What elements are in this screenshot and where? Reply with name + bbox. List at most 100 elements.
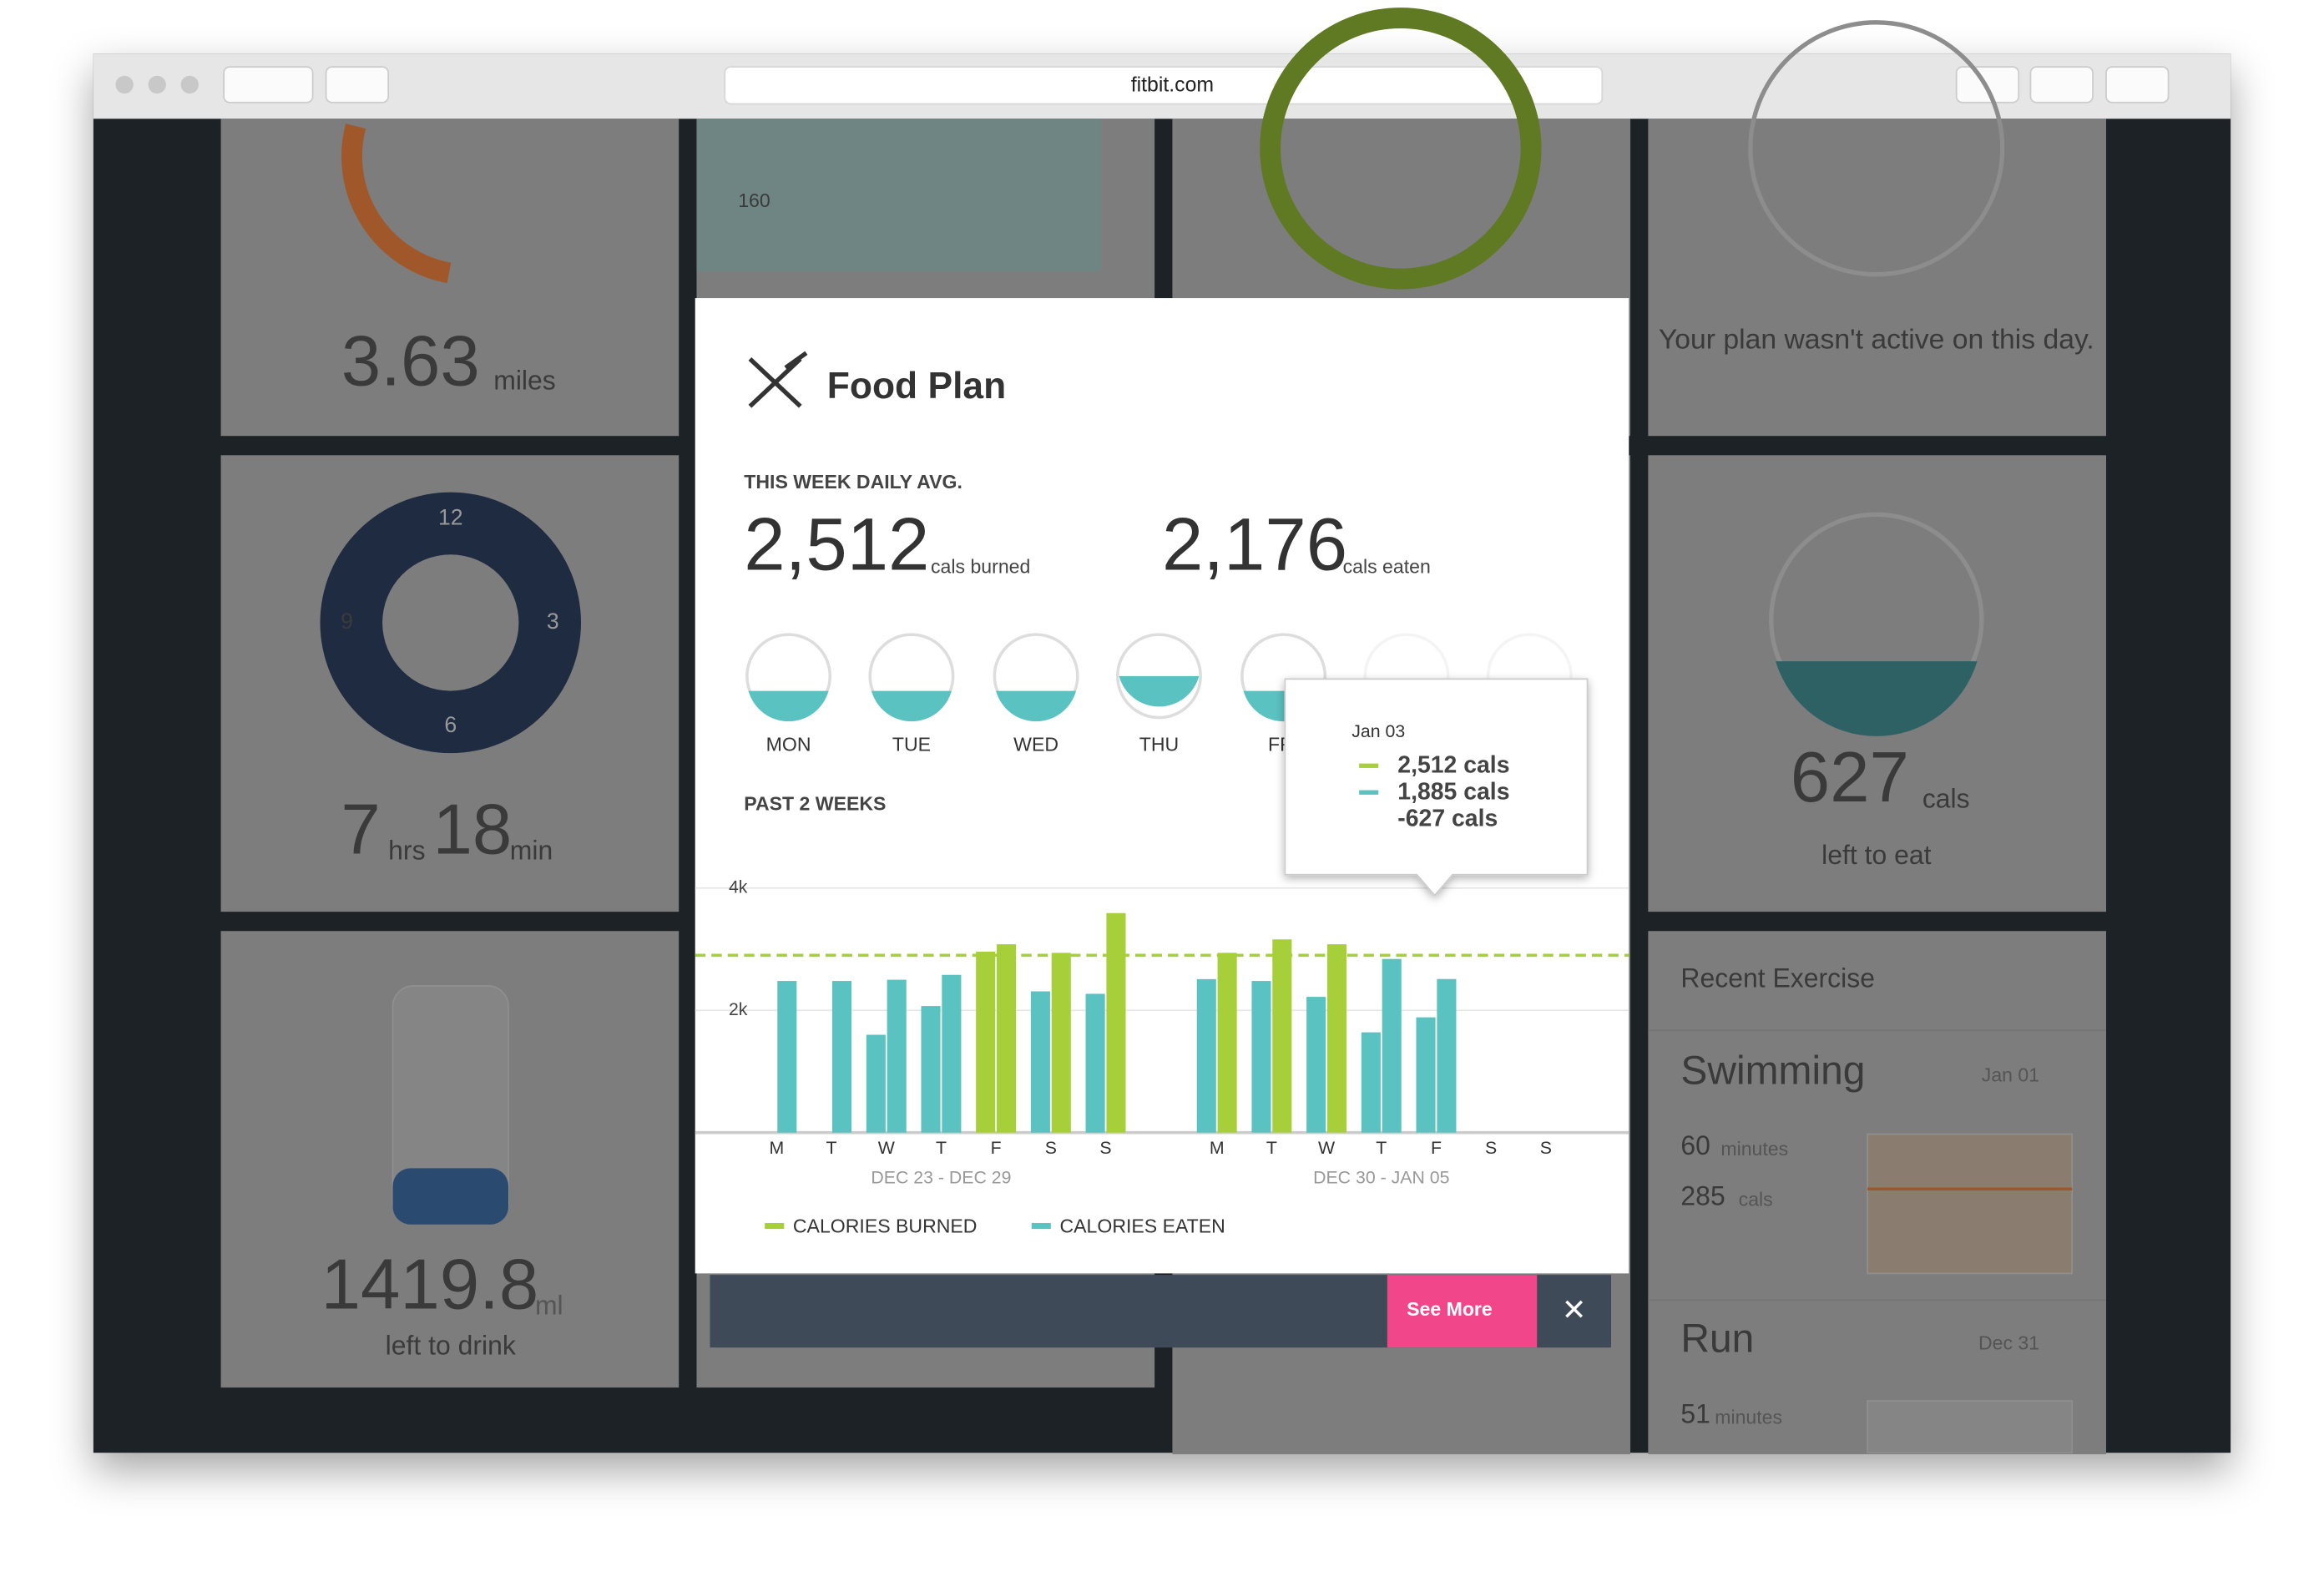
url: fitbit.com [1131,74,1214,97]
close-button[interactable]: ✕ [1562,1293,1587,1327]
food-unit: cals [1922,783,1970,813]
dial-label: 3 [547,609,559,634]
water-value: 1419.8 [321,1245,539,1324]
nav-buttons[interactable] [223,66,314,104]
plan-message: Your plan wasn't active on this day. [1659,323,2094,355]
bar [1196,978,1216,1133]
x-tick-label: S [1099,1138,1111,1158]
y-tick-label: 4k [729,877,748,897]
bar [777,981,797,1133]
tooltip-burned: 2,512 cals [1397,752,1509,779]
bar [831,981,852,1133]
eaten-avg: 2,176 [1162,503,1347,585]
exercise-graph [1867,1400,2074,1454]
x-tick-label: T [1376,1138,1387,1158]
x-tick-label: T [826,1138,837,1158]
x-tick-label: M [769,1138,784,1158]
food-fill [1776,661,1978,736]
x-tick-label: T [936,1138,947,1158]
dial-label: 9 [341,609,353,634]
eaten-unit: cals eaten [1343,555,1431,577]
bar [1106,912,1126,1133]
x-tick-label: W [1318,1138,1336,1158]
bar [1306,997,1326,1133]
sidebar-button[interactable] [325,66,390,104]
bar [1382,958,1402,1133]
window-button[interactable] [115,75,134,94]
dial-label: 12 [438,505,463,530]
tooltip-key [1359,790,1379,795]
group-label: DEC 30 - JAN 05 [1313,1167,1449,1187]
food-value: 627 [1791,738,1909,817]
window-button[interactable] [180,75,199,94]
sleep-dial-center [382,554,519,691]
distance-ring [341,123,452,284]
exercise-cals-unit: cals [1739,1188,1773,1210]
weight-tick: 160 [738,190,770,211]
distance-value: 3.63 [341,321,480,401]
bar [976,951,996,1133]
sleep-hours-unit: hrs [388,836,425,866]
burned-unit: cals burned [931,555,1030,577]
day-label: TUE [892,733,931,755]
tooltip: Jan 03 2,512 cals 1,885 cals -627 cals [1284,678,1589,897]
x-tick-label: F [1431,1138,1442,1158]
legend-swatch [1031,1223,1051,1230]
tooltip-date: Jan 03 [1351,721,1405,741]
address-bar[interactable] [724,66,1604,105]
sleep-hours: 7 [341,790,380,869]
past-label: PAST 2 WEEKS [744,792,886,814]
legend-swatch [765,1223,785,1230]
burned-avg: 2,512 [744,503,929,585]
exercise-date: Jan 01 [1982,1064,2039,1085]
day-label: WED [1013,733,1058,755]
bar [1361,1032,1381,1133]
bar [1085,993,1105,1133]
food-icon [748,351,808,408]
bottle-fill [392,1168,508,1225]
bar-chart: 2k 4k M T W T F S S M T W T F S S DEC 23 - DEC 29 DEC 30 … [695,877,1629,1236]
tooltip-key [1359,763,1379,768]
weight-area [696,119,1102,272]
sleep-minutes-unit: min [510,836,553,866]
bar [921,1006,941,1133]
exercise-minutes: 51 [1680,1398,1710,1428]
tabs-button[interactable] [2029,66,2094,104]
sleep-minutes: 18 [432,790,512,869]
food-caption: left to eat [1821,840,1932,870]
bar [997,944,1017,1133]
bar [887,979,907,1133]
group-label: DEC 23 - DEC 29 [871,1167,1011,1187]
x-tick-label: F [991,1138,1002,1158]
water-caption: left to drink [386,1331,517,1361]
tooltip-net: -627 cals [1397,806,1498,832]
bar [1437,978,1457,1133]
modal-title: Food Plan [827,366,1006,407]
x-tick-label: S [1485,1138,1497,1158]
see-more-button[interactable] [1387,1275,1538,1348]
legend-label: CALORIES EATEN [1059,1215,1225,1236]
dial-label: 6 [444,712,457,737]
day-label: MON [766,733,811,755]
see-more-label: See More [1407,1298,1493,1320]
exercise-minutes-unit: minutes [1720,1138,1788,1160]
steps-ring [1748,20,2005,277]
distance-unit: miles [493,366,556,396]
download-button[interactable] [2105,66,2170,104]
bar [942,974,962,1133]
x-tick-label: W [878,1138,896,1158]
exercise-cals: 285 [1680,1180,1725,1210]
exercise-name[interactable]: Run [1680,1317,1754,1362]
x-tick-label: S [1045,1138,1057,1158]
tooltip-eaten: 1,885 cals [1397,779,1509,806]
day-label: THU [1139,733,1179,755]
bar [1272,939,1292,1133]
exercise-date: Dec 31 [1978,1332,2039,1354]
water-unit: ml [535,1291,563,1321]
window-button[interactable] [148,75,166,94]
exercise-name[interactable]: Swimming [1680,1049,1865,1093]
bar [1326,944,1347,1133]
bar [1416,1017,1436,1133]
exercise-minutes-unit: minutes [1715,1406,1782,1428]
